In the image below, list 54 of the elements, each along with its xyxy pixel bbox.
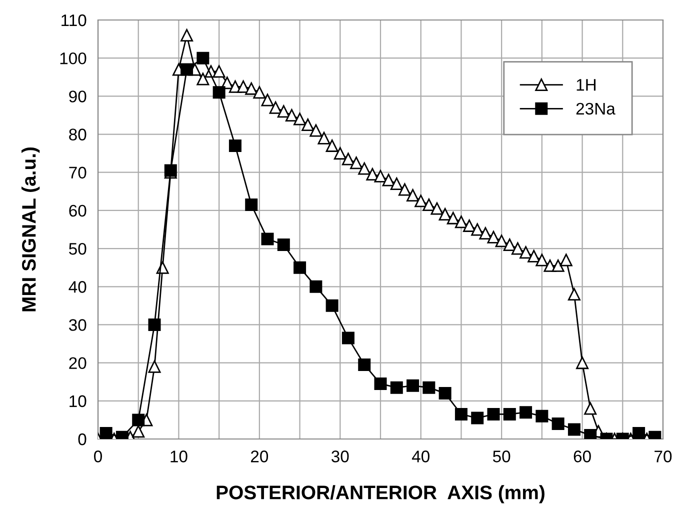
- y-tick-label: 90: [69, 90, 86, 102]
- point: [568, 423, 580, 436]
- legend-label: 1H: [576, 79, 596, 91]
- point: [487, 408, 500, 420]
- x-tick-label: 20: [251, 450, 268, 462]
- x-tick-label: 30: [332, 450, 349, 462]
- point: [584, 428, 597, 439]
- point: [310, 280, 322, 293]
- y-axis-title: MRI SIGNAL (a.u.): [22, 147, 40, 312]
- point: [277, 238, 290, 251]
- point: [503, 408, 516, 420]
- y-tick-label: 50: [69, 242, 86, 255]
- x-axis-title: POSTERIOR/ANTERIOR AXIS (mm): [216, 485, 544, 504]
- point: [326, 299, 338, 312]
- point: [454, 408, 468, 420]
- y-tick-label: 30: [68, 319, 86, 331]
- point: [471, 412, 484, 424]
- point: [536, 410, 548, 422]
- point: [261, 232, 274, 246]
- x-tick-label: 50: [492, 450, 510, 462]
- y-tick-label: 0: [78, 433, 86, 446]
- point: [212, 86, 226, 99]
- x-tick-label: 0: [94, 450, 102, 462]
- y-tick-label: 80: [69, 128, 86, 140]
- point: [228, 139, 242, 152]
- legend-label: 23Na: [576, 102, 616, 115]
- y-tick-label: 60: [69, 204, 86, 217]
- x-tick-label: 10: [170, 450, 188, 462]
- point: [196, 52, 210, 64]
- point: [374, 378, 387, 390]
- point: [148, 318, 161, 331]
- y-tick-label: 100: [60, 52, 86, 64]
- point: [294, 261, 306, 274]
- point: [552, 418, 564, 430]
- point: [390, 381, 403, 394]
- y-tick-label: 110: [62, 14, 86, 26]
- point: [406, 379, 420, 392]
- x-tick-label: 70: [654, 450, 672, 462]
- y-tick-label: 70: [69, 166, 86, 179]
- point: [132, 414, 145, 426]
- y-tick-label: 10: [70, 395, 86, 408]
- point: [422, 381, 436, 394]
- point: [245, 198, 258, 211]
- point: [342, 332, 354, 344]
- point: [100, 427, 112, 439]
- y-tick-label: 20: [69, 357, 86, 370]
- point: [520, 406, 532, 419]
- point: [358, 358, 371, 371]
- x-tick-label: 60: [574, 450, 591, 462]
- y-tick-label: 40: [68, 281, 86, 293]
- point: [438, 387, 452, 400]
- point: [180, 63, 194, 76]
- x-tick-label: 40: [412, 450, 430, 462]
- point: [632, 427, 646, 439]
